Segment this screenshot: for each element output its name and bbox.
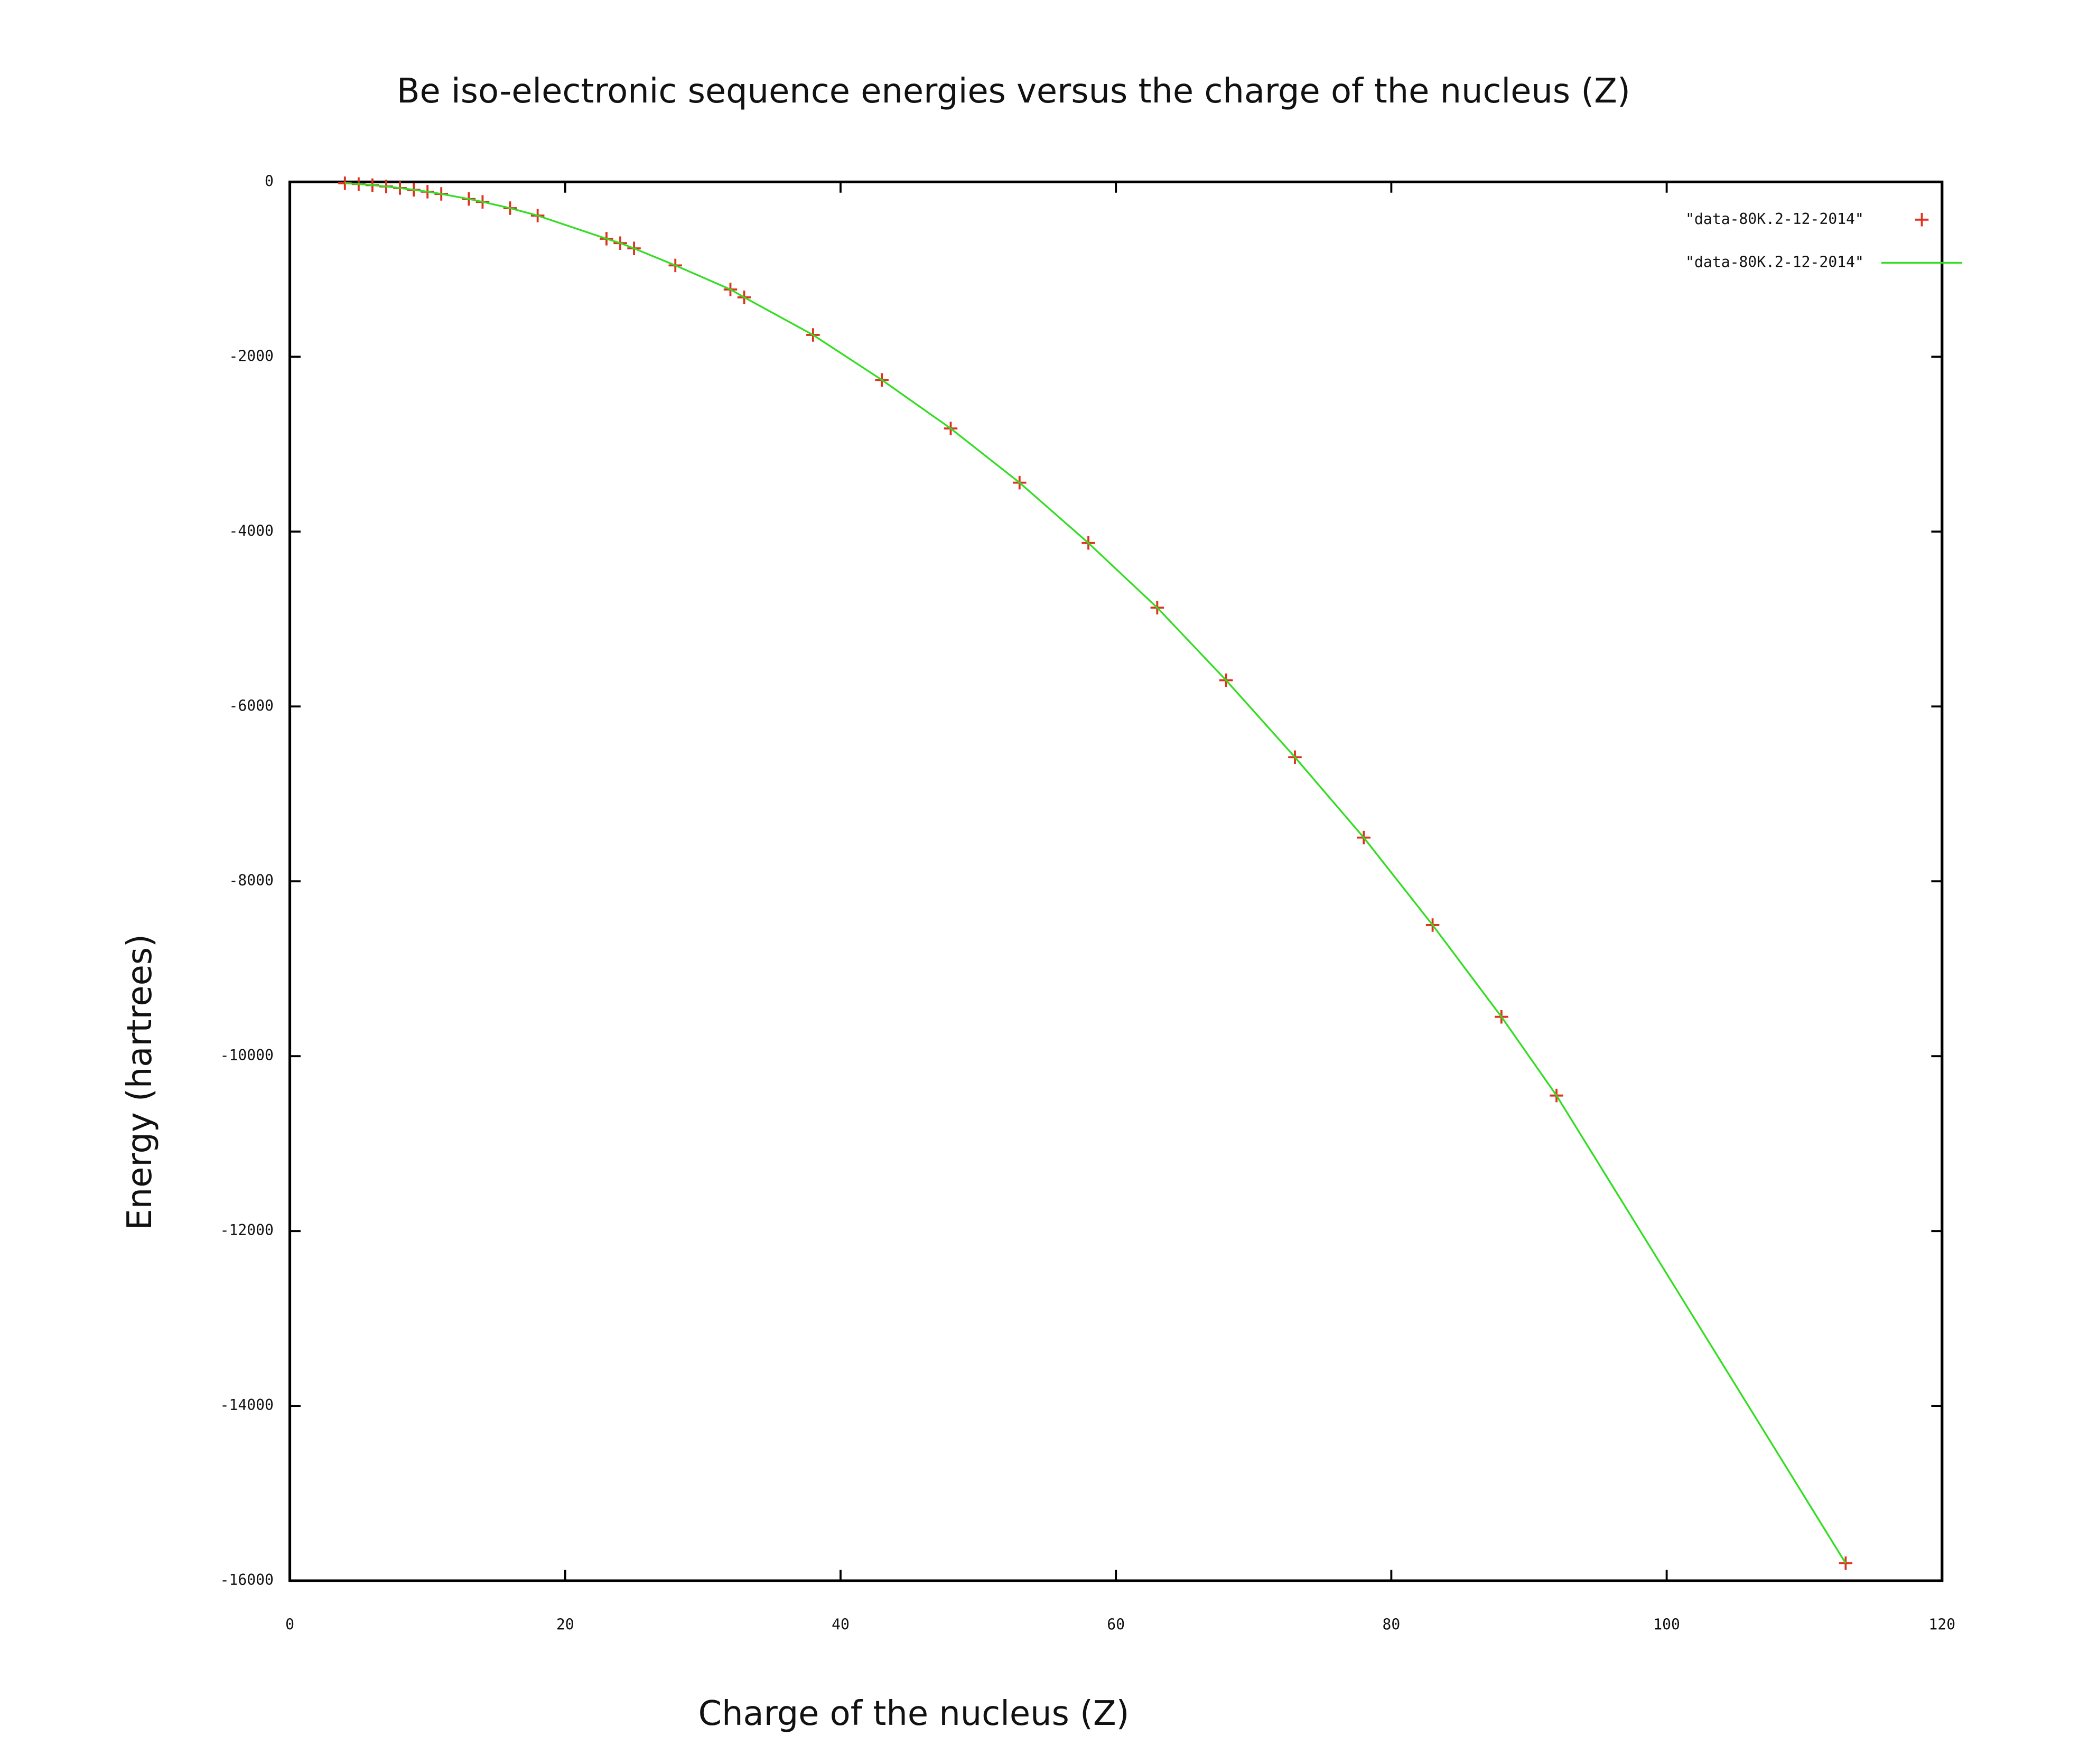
data-point <box>1839 1556 1853 1570</box>
x-tick-label: 60 <box>1107 1616 1125 1633</box>
x-tick-label: 100 <box>1653 1616 1680 1633</box>
y-tick-label: -4000 <box>229 522 274 539</box>
y-tick-label: -2000 <box>229 347 274 365</box>
data-line <box>344 182 1846 1564</box>
plot-frame <box>288 180 1944 1582</box>
y-axis-label: Energy (hartrees) <box>120 934 160 1230</box>
y-tick-label: -8000 <box>229 872 274 889</box>
y-tick-label: -10000 <box>220 1047 274 1064</box>
x-tick-label: 0 <box>285 1616 294 1633</box>
y-tick-label: -12000 <box>220 1221 274 1239</box>
x-tick-label: 20 <box>556 1616 574 1633</box>
legend-label: "data-80K.2-12-2014" <box>1685 253 1864 270</box>
y-tick-label: -16000 <box>220 1571 274 1589</box>
chart-title: Be iso-electronic sequence energies vers… <box>397 72 1630 111</box>
x-tick-label: 120 <box>1928 1616 1955 1633</box>
y-tick-label: 0 <box>265 172 274 190</box>
legend-label: "data-80K.2-12-2014" <box>1685 210 1864 228</box>
x-axis-label: Charge of the nucleus (Z) <box>698 1694 1130 1733</box>
y-tick-label: -14000 <box>220 1396 274 1414</box>
x-tick-label: 80 <box>1383 1616 1401 1633</box>
y-tick-label: -6000 <box>229 697 274 714</box>
x-tick-label: 40 <box>832 1616 850 1633</box>
legend-swatch <box>1915 213 1929 227</box>
